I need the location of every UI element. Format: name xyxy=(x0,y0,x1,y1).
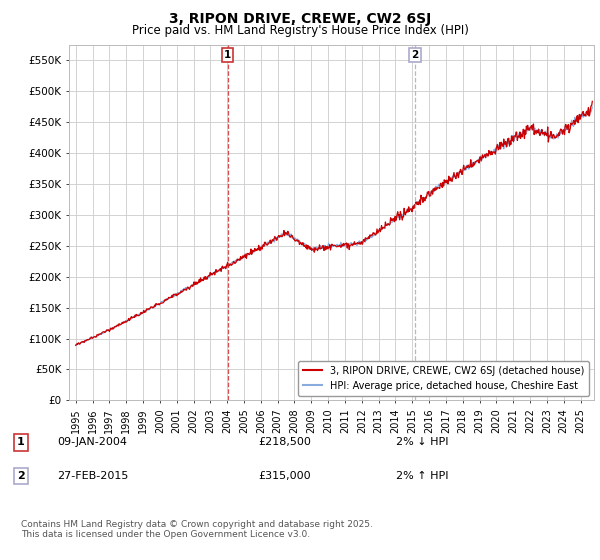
Text: 27-FEB-2015: 27-FEB-2015 xyxy=(57,471,128,481)
Text: 1: 1 xyxy=(224,50,232,60)
Text: 2: 2 xyxy=(412,50,419,60)
Text: 1: 1 xyxy=(17,437,25,447)
Text: 09-JAN-2004: 09-JAN-2004 xyxy=(57,437,127,447)
Text: £315,000: £315,000 xyxy=(258,471,311,481)
Text: 2% ↓ HPI: 2% ↓ HPI xyxy=(396,437,449,447)
Text: Price paid vs. HM Land Registry's House Price Index (HPI): Price paid vs. HM Land Registry's House … xyxy=(131,24,469,36)
Text: 2% ↑ HPI: 2% ↑ HPI xyxy=(396,471,449,481)
Text: £218,500: £218,500 xyxy=(258,437,311,447)
Legend: 3, RIPON DRIVE, CREWE, CW2 6SJ (detached house), HPI: Average price, detached ho: 3, RIPON DRIVE, CREWE, CW2 6SJ (detached… xyxy=(298,361,589,395)
Text: 2: 2 xyxy=(17,471,25,481)
Text: Contains HM Land Registry data © Crown copyright and database right 2025.
This d: Contains HM Land Registry data © Crown c… xyxy=(21,520,373,539)
Text: 3, RIPON DRIVE, CREWE, CW2 6SJ: 3, RIPON DRIVE, CREWE, CW2 6SJ xyxy=(169,12,431,26)
